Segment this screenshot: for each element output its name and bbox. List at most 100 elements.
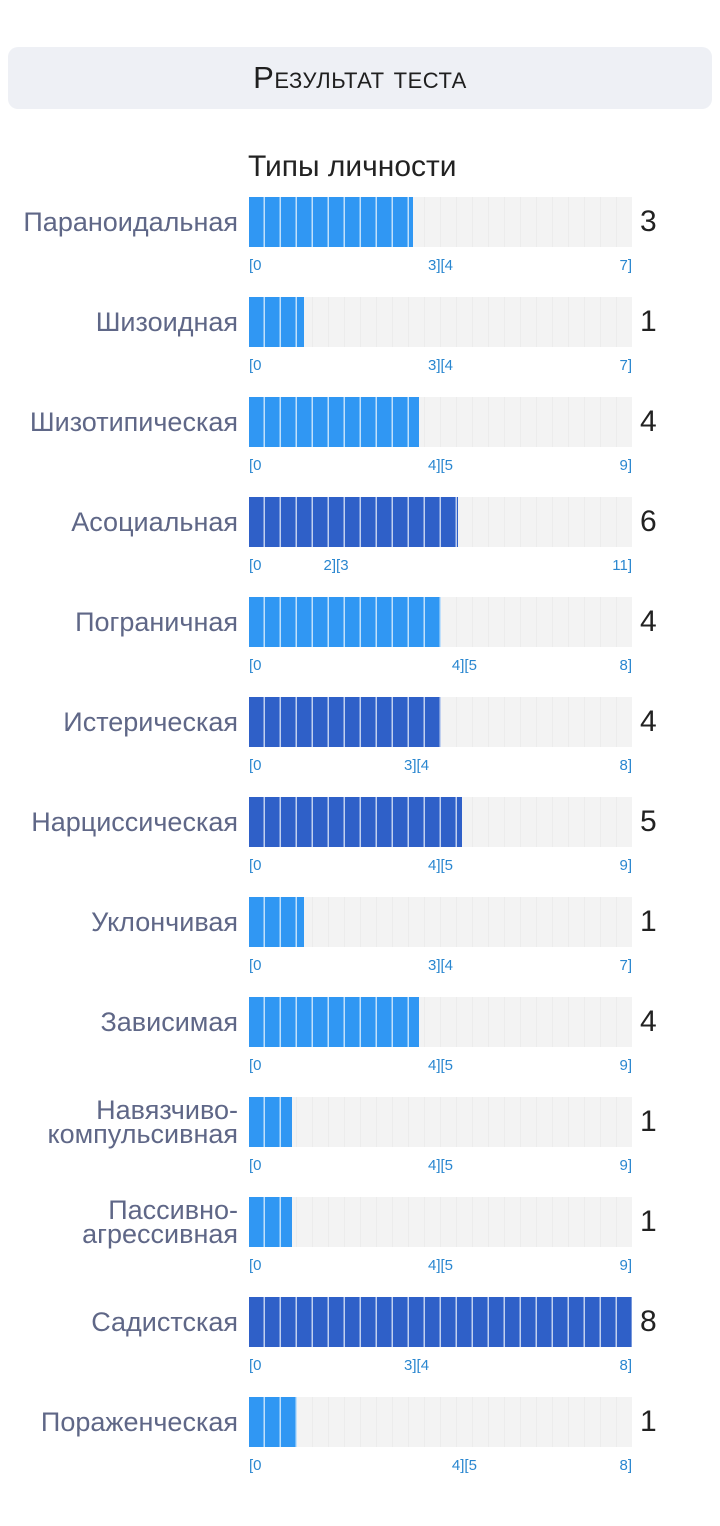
chart-row: Пограничная 4 [0 4][5 8]: [0, 597, 720, 687]
tick-label-max: 7]: [619, 957, 632, 974]
page-title: Результат теста: [253, 60, 467, 95]
tick-label-min: [0: [249, 357, 262, 374]
category-label: Садистская: [91, 1307, 238, 1337]
bar-track: [249, 397, 632, 447]
tick-label-min: [0: [249, 557, 262, 574]
bar-fill: [249, 997, 420, 1047]
score-value: 1: [640, 305, 657, 338]
tick-label-split: 4][5: [427, 1257, 454, 1274]
category-label: Навязчиво- компульсивная: [47, 1095, 238, 1149]
tick-label-split: 2][3: [323, 557, 349, 574]
chart-row: Параноидальная 3 [0 3][4 7]: [0, 197, 720, 287]
bar-fill: [249, 797, 462, 847]
category-label: Пассивно- агрессивная: [82, 1195, 238, 1249]
tick-label-split: 4][5: [451, 657, 477, 674]
bar-track: [249, 697, 632, 747]
category-label: Асоциальная: [71, 507, 238, 537]
tick-label-min: [0: [249, 1057, 262, 1074]
tick-label-max: 11]: [612, 557, 632, 574]
chart-row: Зависимая 4 [0 4][5 9]: [0, 997, 720, 1087]
bar-fill: [249, 297, 304, 347]
bar-track: [249, 497, 632, 547]
bar-track: [249, 597, 632, 647]
category-label: Истерическая: [63, 707, 238, 737]
chart-row: Уклончивая 1 [0 3][4 7]: [0, 897, 720, 987]
score-value: 4: [640, 605, 657, 638]
chart-title: Типы личности: [248, 150, 457, 183]
tick-label-split: 3][4: [427, 957, 454, 974]
tick-label-split: 4][5: [427, 1157, 454, 1174]
result-header: Результат теста: [8, 47, 712, 109]
score-value: 4: [640, 405, 657, 438]
chart-row: Пассивно- агрессивная 1 [0 4][5 9]: [0, 1197, 720, 1287]
tick-label-split: 4][5: [427, 457, 454, 474]
score-value: 4: [640, 1005, 657, 1038]
bar-fill: [249, 697, 441, 747]
score-value: 1: [640, 1105, 657, 1138]
category-label: Параноидальная: [23, 207, 238, 237]
tick-label-min: [0: [249, 957, 262, 974]
tick-label-min: [0: [249, 1457, 262, 1474]
bar-track: [249, 1097, 632, 1147]
tick-label-max: 8]: [619, 1457, 632, 1474]
bar-fill: [249, 1297, 632, 1347]
tick-label-split: 4][5: [427, 857, 454, 874]
tick-label-min: [0: [249, 657, 262, 674]
tick-label-min: [0: [249, 457, 262, 474]
chart-row: Садистская 8 [0 3][4 8]: [0, 1297, 720, 1387]
bar-track: [249, 197, 632, 247]
tick-label-split: 3][4: [427, 357, 454, 374]
bar-track: [249, 1397, 632, 1447]
bar-fill: [249, 1397, 297, 1447]
score-value: 6: [640, 505, 657, 538]
tick-label-max: 9]: [619, 857, 632, 874]
bar-track: [249, 997, 632, 1047]
tick-label-min: [0: [249, 1357, 262, 1374]
bar-fill: [249, 1097, 292, 1147]
chart-row: Истерическая 4 [0 3][4 8]: [0, 697, 720, 787]
bar-fill: [249, 497, 458, 547]
score-value: 5: [640, 805, 657, 838]
bar-fill: [249, 1197, 292, 1247]
bar-fill: [249, 897, 304, 947]
bar-fill: [249, 597, 441, 647]
tick-label-split: 3][4: [404, 757, 430, 774]
tick-label-max: 9]: [619, 1257, 632, 1274]
chart-row: Нарциссическая 5 [0 4][5 9]: [0, 797, 720, 887]
chart-row: Шизоидная 1 [0 3][4 7]: [0, 297, 720, 387]
tick-label-min: [0: [249, 1157, 262, 1174]
tick-label-split: 4][5: [427, 1057, 454, 1074]
tick-label-max: 8]: [619, 757, 632, 774]
score-value: 1: [640, 1205, 657, 1238]
tick-label-min: [0: [249, 257, 262, 274]
tick-label-min: [0: [249, 857, 262, 874]
tick-label-split: 3][4: [404, 1357, 430, 1374]
chart-row: Асоциальная 6 [0 2][3 11]: [0, 497, 720, 587]
score-value: 1: [640, 1405, 657, 1438]
category-label: Шизотипическая: [29, 407, 238, 437]
chart-row: Пораженческая 1 [0 4][5 8]: [0, 1397, 720, 1487]
category-label: Пограничная: [75, 607, 238, 637]
score-value: 1: [640, 905, 657, 938]
chart-row: Шизотипическая 4 [0 4][5 9]: [0, 397, 720, 487]
bar-track: [249, 1197, 632, 1247]
bar-fill: [249, 397, 420, 447]
tick-label-max: 9]: [619, 1157, 632, 1174]
tick-label-max: 9]: [619, 457, 632, 474]
category-label: Пораженческая: [40, 1407, 238, 1437]
tick-label-max: 8]: [619, 1357, 632, 1374]
tick-label-max: 8]: [619, 657, 632, 674]
score-value: 8: [640, 1305, 657, 1338]
score-value: 4: [640, 705, 657, 738]
category-label: Зависимая: [100, 1007, 238, 1037]
tick-label-split: 3][4: [427, 257, 454, 274]
bar-track: [249, 297, 632, 347]
category-label: Шизоидная: [95, 307, 238, 337]
tick-label-split: 4][5: [451, 1457, 477, 1474]
tick-label-max: 9]: [619, 1057, 632, 1074]
bar-track: [249, 797, 632, 847]
tick-label-min: [0: [249, 1257, 262, 1274]
score-value: 3: [640, 205, 657, 238]
chart-row: Навязчиво- компульсивная 1 [0 4][5 9]: [0, 1097, 720, 1187]
tick-label-max: 7]: [619, 257, 632, 274]
